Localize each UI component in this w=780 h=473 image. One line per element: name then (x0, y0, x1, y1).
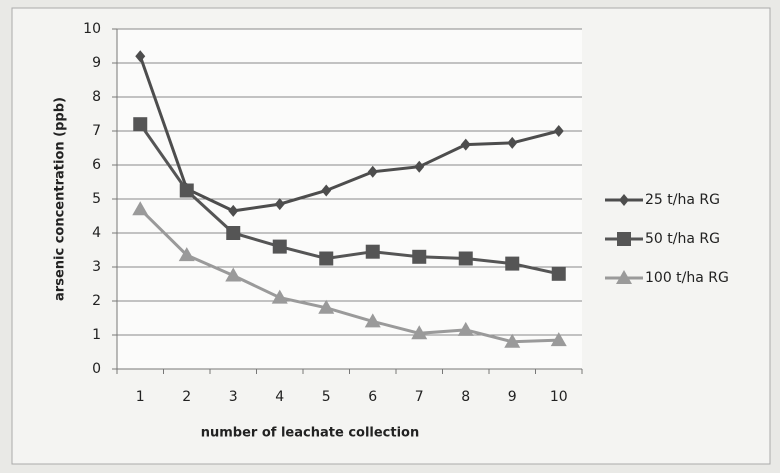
y-tick-label: 5 (92, 191, 101, 207)
data-point (135, 50, 146, 63)
data-point (272, 239, 287, 254)
y-tick-label: 7 (92, 123, 101, 139)
data-point (274, 198, 285, 211)
legend-marker (619, 194, 629, 206)
data-point (550, 332, 567, 347)
data-point (318, 299, 335, 314)
data-point (551, 266, 566, 281)
data-point (226, 226, 241, 240)
series-line (138, 55, 560, 213)
data-point (411, 325, 428, 340)
data-point (365, 244, 380, 259)
legend-text: 100 t/ha RG (645, 270, 729, 286)
data-point (507, 136, 518, 149)
y-tick-label: 1 (92, 327, 101, 343)
x-tick-label: 10 (550, 389, 568, 405)
data-point (367, 165, 378, 178)
data-point (414, 160, 425, 173)
legend-marker (617, 232, 631, 246)
data-point (364, 313, 381, 328)
series-line (139, 123, 560, 276)
x-axis-title: number of leachate collection (201, 426, 420, 441)
x-tick-label: 5 (322, 389, 331, 405)
y-tick-label: 9 (92, 55, 101, 71)
data-point (225, 267, 242, 282)
data-point (457, 321, 474, 336)
x-tick-label: 1 (136, 389, 145, 405)
data-point (319, 251, 334, 266)
y-tick-label: 0 (92, 361, 101, 377)
y-tick-label: 3 (92, 259, 101, 275)
data-point (133, 117, 148, 132)
x-tick-label: 4 (275, 389, 284, 405)
data-point (228, 204, 239, 217)
data-point (412, 249, 427, 264)
data-point (458, 251, 473, 266)
data-point (132, 201, 149, 216)
x-tick-label: 8 (461, 389, 470, 405)
data-point (179, 183, 194, 198)
x-tick-label: 7 (415, 389, 424, 405)
data-point (178, 247, 195, 262)
y-tick-label: 6 (92, 157, 101, 173)
y-tick-label: 10 (83, 21, 101, 37)
legend-text: 50 t/ha RG (645, 231, 720, 247)
y-tick-label: 2 (92, 293, 101, 309)
series-line (139, 208, 559, 344)
data-point (321, 184, 332, 197)
x-tick-label: 2 (182, 389, 191, 405)
y-axis-title: arsenic concentration (ppb) (53, 97, 68, 301)
y-tick-label: 8 (92, 89, 101, 105)
data-point (553, 125, 564, 137)
x-tick-label: 3 (229, 389, 238, 405)
data-point (271, 289, 288, 304)
legend-marker (616, 270, 632, 284)
legend-text: 25 t/ha RG (645, 192, 720, 208)
y-tick-label: 4 (92, 225, 101, 241)
data-point (504, 333, 521, 348)
x-tick-label: 9 (508, 389, 517, 405)
x-tick-label: 6 (368, 389, 377, 405)
data-point (460, 138, 471, 151)
data-point (505, 256, 520, 271)
